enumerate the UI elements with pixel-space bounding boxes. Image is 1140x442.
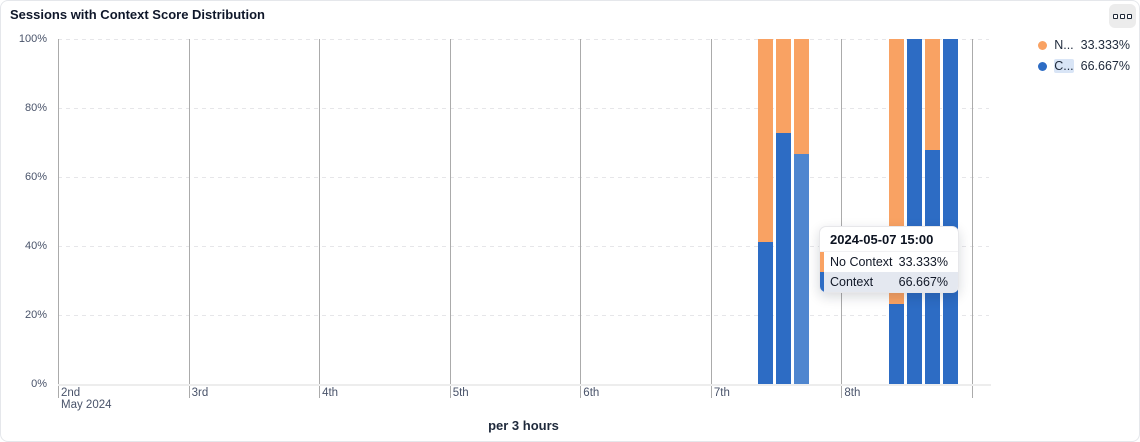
x-axis-tick-label: 2nd [61, 387, 81, 399]
day-gridline [972, 39, 973, 398]
bar-segment-context[interactable] [888, 304, 904, 384]
x-axis-tick-label: 8th [844, 387, 861, 399]
legend-dot-icon [1038, 40, 1048, 50]
y-axis-tick-label: 80% [24, 102, 47, 114]
x-axis-tick-label: 3rd [191, 387, 209, 399]
y-gridline [58, 177, 989, 178]
bar-segment-context[interactable] [794, 154, 810, 384]
legend-item-value: 66.667% [1080, 59, 1130, 73]
day-gridline [580, 39, 582, 398]
y-gridline [58, 108, 989, 109]
y-gridline [58, 315, 989, 316]
x-axis-unit-label: per 3 hours [488, 418, 559, 433]
tooltip-row-label: Context [830, 275, 874, 289]
y-axis-tick-label: 40% [24, 240, 47, 252]
chart-menu-button[interactable] [1109, 4, 1136, 28]
x-axis-tick-label: 6th [583, 387, 600, 399]
day-gridline [319, 39, 321, 398]
x-axis-tick-label: 7th [713, 387, 730, 399]
legend-item-value: 33.333% [1080, 38, 1130, 52]
tooltip-title: 2024-05-07 15:00 [820, 227, 958, 252]
y-gridline [58, 39, 989, 40]
y-gridline [58, 246, 989, 247]
chart-tooltip: 2024-05-07 15:00 No Context 33.333% Cont… [819, 226, 959, 293]
legend-item[interactable]: C... 66.667% [1038, 59, 1130, 73]
y-axis-tick-label: 20% [24, 309, 47, 321]
tooltip-row: Context 66.667% [820, 272, 958, 292]
y-axis-tick-label: 100% [18, 33, 47, 45]
legend-item-label: N... [1054, 38, 1074, 52]
bar-segment-context[interactable] [776, 133, 792, 384]
day-gridline [188, 39, 190, 398]
x-axis-tick-label: 5th [452, 387, 469, 399]
day-gridline [841, 39, 843, 398]
bar-segment-context[interactable] [758, 241, 774, 384]
squares-menu-icon [1113, 13, 1132, 19]
tooltip-color-strip-context [820, 272, 824, 292]
day-gridline [58, 39, 59, 398]
bar-segment-no-context[interactable] [776, 39, 792, 134]
legend-dot-icon [1038, 61, 1048, 71]
bar-segment-context[interactable] [942, 39, 958, 384]
day-gridline [449, 39, 451, 398]
tooltip-row-value: 33.333% [898, 255, 948, 269]
x-axis-month-label: May 2024 [61, 399, 112, 411]
x-axis-tick-label: 4th [322, 387, 339, 399]
tooltip-row-value: 66.667% [898, 275, 948, 289]
day-gridline [710, 39, 712, 398]
bar-segment-no-context[interactable] [758, 39, 774, 242]
y-axis-tick-label: 0% [31, 378, 47, 390]
tooltip-color-strip-no-context [820, 252, 824, 272]
chart-title: Sessions with Context Score Distribution [10, 7, 265, 22]
legend-item-label: C... [1054, 59, 1074, 73]
legend: N... 33.333% C... 66.667% [1038, 38, 1130, 73]
y-axis-tick-label: 60% [24, 171, 47, 183]
bar-segment-no-context[interactable] [794, 39, 810, 154]
x-axis-line [58, 384, 991, 386]
tooltip-row-label: No Context [830, 255, 893, 269]
bar-segment-no-context[interactable] [924, 39, 940, 151]
legend-item[interactable]: N... 33.333% [1038, 38, 1130, 52]
bar-segment-context[interactable] [906, 39, 922, 384]
tooltip-row: No Context 33.333% [820, 252, 958, 272]
